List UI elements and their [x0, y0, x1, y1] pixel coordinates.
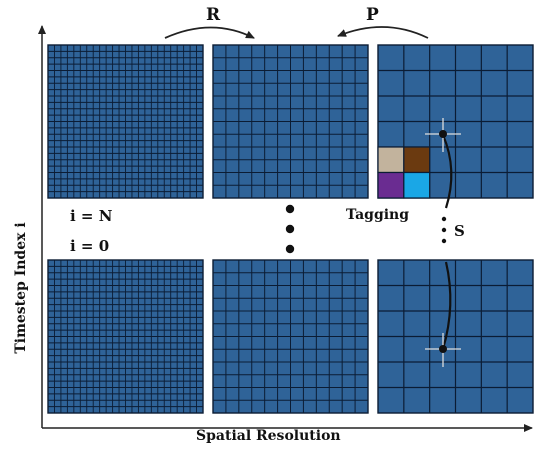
- prolong-label: P: [366, 5, 379, 25]
- restrict-arrow: [164, 26, 255, 39]
- ellipsis-dot: [285, 204, 295, 214]
- grid-medium-bottom: [212, 259, 369, 414]
- trajectory-lower: [441, 261, 452, 350]
- ellipsis-dot: [285, 224, 295, 234]
- crosshair-marker-top: [425, 118, 461, 152]
- prolong-arrow: [337, 26, 429, 39]
- y-axis-label: Timestep Index i: [13, 222, 29, 354]
- tagging-label: Tagging: [346, 207, 410, 223]
- trajectory-upper: [441, 134, 453, 209]
- tagged-cell-tan: [377, 146, 405, 174]
- timestep-bottom-label: i = 0: [70, 237, 110, 255]
- x-axis-label: Spatial Resolution: [196, 428, 341, 444]
- ellipsis-dot: [285, 244, 295, 254]
- timestep-top-label: i = N: [70, 207, 113, 225]
- crosshair-marker-bottom: [425, 333, 461, 367]
- grid-fine-top: [47, 44, 204, 199]
- grid-fine-bottom: [47, 259, 204, 414]
- grid-medium-top: [212, 44, 369, 199]
- tagged-cell-brown: [403, 146, 431, 174]
- trajectory-dot: [441, 227, 447, 233]
- trajectory-dot: [441, 238, 447, 244]
- grid-coarse-bottom: [377, 259, 534, 414]
- smooth-label: S: [454, 222, 465, 240]
- restrict-label: R: [206, 5, 221, 25]
- tagged-cells: [377, 146, 431, 199]
- tagged-cell-cyan: [403, 171, 431, 199]
- trajectory-dot: [441, 216, 447, 222]
- tagged-cell-purple: [377, 171, 405, 199]
